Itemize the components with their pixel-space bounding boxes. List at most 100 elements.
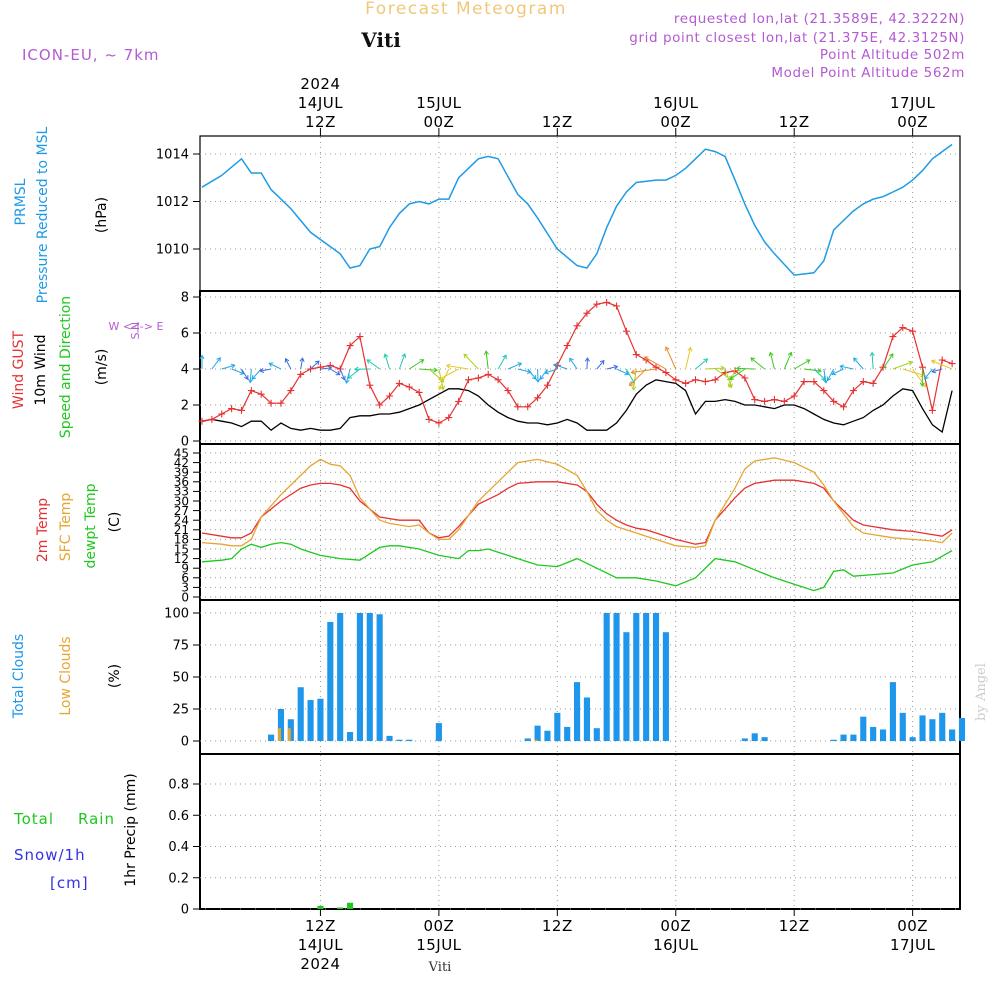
gust-marker bbox=[485, 371, 492, 378]
sfc-temp-label: SFC Temp bbox=[58, 493, 74, 562]
low-cloud-bar bbox=[535, 740, 538, 741]
gridpoint-coords: grid point closest lon,lat (21.375E, 42.… bbox=[629, 30, 965, 46]
rain-label: Rain bbox=[78, 810, 115, 828]
bottom-time-label: 14JUL bbox=[298, 936, 343, 954]
wind-arrow bbox=[696, 359, 708, 369]
total-cloud-bar bbox=[367, 613, 373, 741]
y-tick-label-clouds: 100 bbox=[164, 607, 189, 622]
total-cloud-bar bbox=[762, 737, 768, 741]
pressure-unit: (hPa) bbox=[94, 197, 110, 233]
total-cloud-bar bbox=[554, 713, 560, 741]
total-cloud-bar bbox=[347, 732, 353, 741]
gust-marker bbox=[603, 299, 610, 306]
y-tick-label-precip: 0.6 bbox=[168, 809, 189, 824]
low-cloud-bar bbox=[278, 728, 281, 741]
grid-lines bbox=[200, 137, 960, 909]
gust-marker bbox=[416, 389, 423, 396]
total-cloud-bar bbox=[900, 713, 906, 741]
gust-marker bbox=[909, 328, 916, 335]
y-tick-label-wind: 8 bbox=[181, 291, 189, 306]
total-clouds-label: Total Clouds bbox=[11, 634, 27, 719]
wind-arrow bbox=[367, 360, 380, 369]
y-tick-label-precip: 0.2 bbox=[168, 871, 189, 886]
wind-arrow bbox=[893, 362, 912, 369]
rain-bar bbox=[337, 907, 343, 909]
gust-label: Wind GUST bbox=[11, 330, 27, 409]
gust-marker bbox=[781, 398, 788, 405]
bottom-time-label: 17JUL bbox=[890, 936, 935, 954]
wind-arrow bbox=[409, 360, 423, 369]
requested-coords: requested lon,lat (21.3589E, 42.3222N) bbox=[674, 11, 965, 27]
t2m-label: 2m Temp bbox=[35, 498, 51, 562]
total-cloud-bar bbox=[929, 719, 935, 741]
wind10-label: 10m Wind bbox=[33, 334, 49, 405]
gust-marker bbox=[771, 396, 778, 403]
bottom-time-label: 16JUL bbox=[653, 936, 698, 954]
temp-unit: (C) bbox=[107, 512, 123, 533]
total-cloud-bar bbox=[317, 699, 323, 741]
total-cloud-bar bbox=[377, 614, 383, 741]
rain-bar bbox=[317, 906, 323, 909]
station-title: Viti bbox=[360, 28, 401, 52]
total-cloud-bar bbox=[406, 740, 412, 741]
temp-line-dewpt-temp bbox=[202, 543, 952, 591]
wind-arrow bbox=[464, 354, 478, 369]
gust-marker bbox=[751, 396, 758, 403]
gust-marker bbox=[761, 398, 768, 405]
model-label: ICON-EU, ~ 7km bbox=[22, 46, 160, 64]
wind-arrow bbox=[419, 369, 437, 370]
top-time-label: 12Z bbox=[542, 113, 573, 131]
gust-marker bbox=[801, 378, 808, 385]
gust-marker bbox=[218, 411, 225, 418]
y-tick-label-pressure: 1014 bbox=[156, 148, 189, 163]
gust-marker bbox=[208, 416, 215, 423]
y-tick-label-clouds: 25 bbox=[172, 703, 189, 718]
total-cloud-bar bbox=[594, 728, 600, 741]
total-cloud-bar bbox=[870, 727, 876, 741]
wind-arrow bbox=[794, 360, 810, 369]
gust-marker bbox=[692, 376, 699, 383]
axis-labels: 1010101210140246803691215182124273033363… bbox=[156, 75, 936, 973]
total-cloud-bar bbox=[949, 729, 955, 741]
gust-marker bbox=[366, 382, 373, 389]
gust-marker bbox=[455, 398, 462, 405]
bottom-time-label: 00Z bbox=[423, 917, 454, 935]
bottom-time-label: 2024 bbox=[300, 955, 340, 973]
gust-marker bbox=[870, 380, 877, 387]
gust-marker bbox=[465, 376, 472, 383]
gust-marker bbox=[613, 303, 620, 310]
total-cloud-bar bbox=[643, 613, 649, 741]
model-altitude: Model Point Altitude 562m bbox=[771, 65, 965, 81]
top-time-label: 2024 bbox=[300, 75, 340, 93]
total-cloud-bar bbox=[939, 713, 945, 741]
total-cloud-bar bbox=[544, 731, 550, 741]
y-tick-label-precip: 0.8 bbox=[168, 778, 189, 793]
gust-marker bbox=[238, 407, 245, 414]
top-time-label: 14JUL bbox=[298, 94, 343, 112]
snow-unit-label: [cm] bbox=[50, 874, 89, 892]
wind-arrow bbox=[872, 353, 873, 369]
snow-label: Snow/1h bbox=[14, 846, 86, 864]
total-cloud-bar bbox=[840, 735, 846, 741]
top-time-label: 00Z bbox=[897, 113, 928, 131]
pressure-panel-frame bbox=[200, 136, 960, 291]
clouds-unit: (%) bbox=[107, 664, 123, 688]
y-tick-label-precip: 0.4 bbox=[168, 840, 189, 855]
total-cloud-bar bbox=[910, 737, 916, 741]
top-time-label: 15JUL bbox=[416, 94, 461, 112]
total-cloud-bar bbox=[623, 632, 629, 741]
bottom-time-label: 15JUL bbox=[416, 936, 461, 954]
temp-line-sfc-temp bbox=[202, 458, 952, 548]
wind-arrow bbox=[666, 347, 676, 369]
gust-marker bbox=[949, 360, 956, 367]
total-cloud-bar bbox=[604, 613, 610, 741]
gust-marker bbox=[564, 342, 571, 349]
wind-arrow bbox=[854, 358, 864, 369]
total-label: Total bbox=[13, 810, 54, 828]
wind-dir-label: Speed and Direction bbox=[58, 296, 74, 438]
total-cloud-bar bbox=[298, 687, 304, 741]
wind-arrow bbox=[925, 369, 933, 379]
pressure-line bbox=[202, 145, 952, 276]
